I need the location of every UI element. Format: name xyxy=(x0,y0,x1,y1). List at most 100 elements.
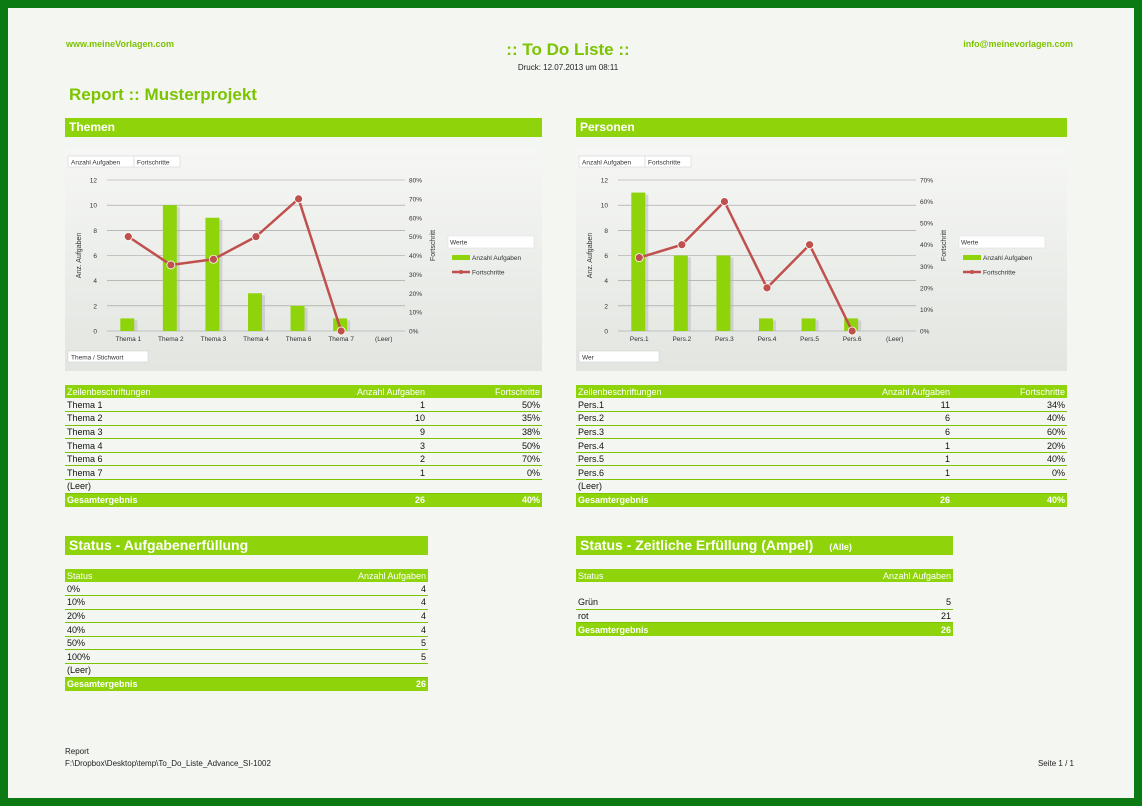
y-tick-label: 0 xyxy=(604,329,608,336)
progress-point xyxy=(251,232,261,242)
total-count: 26 xyxy=(767,622,953,637)
bar-shadow xyxy=(858,320,862,331)
row-count: 3 xyxy=(277,438,427,453)
table-row: Thema 3 9 38% xyxy=(65,425,542,440)
bar xyxy=(120,318,135,331)
row-count: 1 xyxy=(277,465,427,481)
y-tick-label: 10 xyxy=(90,203,98,210)
report-title: Report :: Musterprojekt xyxy=(69,85,257,104)
status-zeit-heading: Status - Zeitliche Erfüllung (Ampel) (All… xyxy=(576,536,953,555)
field-button-label: Fortschritte xyxy=(137,160,170,167)
row-count: 10 xyxy=(277,411,427,426)
table-row: Pers.6 1 0% xyxy=(576,465,1067,481)
row-label: Thema 2 xyxy=(65,411,277,426)
y2-tick-label: 70% xyxy=(920,178,933,185)
bar-shadow xyxy=(687,257,691,331)
total-label: Gesamtergebnis xyxy=(576,622,768,637)
legend-title: Werte xyxy=(450,240,468,247)
row-label: 100% xyxy=(65,649,250,665)
row-progress: 40% xyxy=(952,411,1067,426)
x-tick-label: Pers.4 xyxy=(758,336,777,343)
row-label: 10% xyxy=(65,595,250,610)
status-zeit-title: Status - Zeitliche Erfüllung (Ampel) xyxy=(580,537,814,553)
y2-tick-label: 10% xyxy=(409,310,422,317)
personen-chart: Anzahl Aufgaben Fortschritte Wer 0 2 4 6 8 10 12 0… xyxy=(578,155,1046,363)
row-count: 21 xyxy=(767,609,953,624)
x-tick-label: Pers.2 xyxy=(672,336,691,343)
row-label: 20% xyxy=(65,609,250,624)
y-tick-label: 2 xyxy=(93,303,97,310)
row-label: (Leer) xyxy=(65,479,277,494)
themen-heading: Themen xyxy=(65,118,542,137)
row-count: 11 xyxy=(802,398,952,413)
total-count: 26 xyxy=(277,493,427,507)
col-header-status: Status xyxy=(65,569,250,582)
axis-field-label: Thema / Stichwort xyxy=(71,355,124,362)
x-tick-label: Thema 6 xyxy=(286,336,312,343)
row-label: rot xyxy=(576,609,768,624)
col-header-count: Anzahl Aufgaben xyxy=(249,569,428,582)
row-label: (Leer) xyxy=(576,479,802,494)
y2-tick-label: 70% xyxy=(409,196,422,203)
row-progress: 50% xyxy=(427,438,542,453)
field-button xyxy=(644,155,692,168)
y-tick-label: 4 xyxy=(93,278,97,285)
col-header-count: Anzahl Aufgaben xyxy=(277,385,427,398)
bar-shadow xyxy=(262,295,265,331)
total-row: Gesamtergebnis 26 xyxy=(65,677,428,691)
bar-shadow xyxy=(134,320,138,331)
footer-label: Report xyxy=(65,747,90,756)
row-label: Thema 6 xyxy=(65,452,277,467)
website-link[interactable]: www.meineVorlagen.com xyxy=(66,39,175,49)
personen-chart-area: Anzahl Aufgaben Fortschritte Wer 0 2 4 6 8 10 12 0… xyxy=(576,148,1067,371)
row-label xyxy=(576,582,768,596)
table-row: 0% 4 xyxy=(65,582,428,597)
total-label: Gesamtergebnis xyxy=(65,677,250,691)
row-count: 5 xyxy=(767,595,953,610)
table-row xyxy=(576,582,953,596)
y2-tick-label: 80% xyxy=(409,178,422,185)
bar xyxy=(759,318,773,331)
legend-title-box xyxy=(958,235,1046,249)
email-link[interactable]: info@meinevorlagen.com xyxy=(963,39,1073,49)
x-tick-label: Thema 1 xyxy=(115,336,141,343)
x-tick-label: Thema 4 xyxy=(243,336,269,343)
bar-shadow xyxy=(730,257,734,331)
x-tick-label: Pers.3 xyxy=(715,336,734,343)
axis-field-button xyxy=(67,350,149,363)
table-row: Grün 5 xyxy=(576,595,953,610)
table-row: (Leer) xyxy=(65,479,542,494)
status-zeit-filter[interactable]: (Alle) xyxy=(829,542,852,552)
y-tick-label: 2 xyxy=(604,303,608,310)
row-label: (Leer) xyxy=(65,663,250,678)
total-row: Gesamtergebnis 26 40% xyxy=(65,493,542,507)
x-tick-label: Thema 7 xyxy=(328,336,354,343)
legend-item-label: Fortschritte xyxy=(472,270,505,277)
total-row: Gesamtergebnis 26 40% xyxy=(576,493,1067,507)
row-progress: 0% xyxy=(427,465,542,481)
axis-field-button xyxy=(578,350,660,363)
col-header-progress: Fortschritte xyxy=(952,385,1067,398)
total-count: 26 xyxy=(802,493,952,507)
row-count: 6 xyxy=(802,411,952,426)
table-row: (Leer) xyxy=(65,663,428,678)
total-label: Gesamtergebnis xyxy=(576,493,802,507)
total-row: Gesamtergebnis 26 xyxy=(576,622,953,637)
total-progress: 40% xyxy=(427,493,542,507)
row-count: 4 xyxy=(249,595,428,610)
personen-table: Zeilenbeschriftungen Anzahl Aufgaben For… xyxy=(576,385,1067,507)
progress-point xyxy=(762,283,772,293)
row-label: 40% xyxy=(65,622,250,637)
progress-point xyxy=(677,240,687,250)
row-progress xyxy=(427,479,542,494)
bar-shadow xyxy=(176,207,180,331)
legend-title-box xyxy=(447,235,535,249)
legend-line-marker xyxy=(459,270,463,274)
x-tick-label: Thema 3 xyxy=(201,336,227,343)
progress-point xyxy=(634,253,644,263)
row-progress: 60% xyxy=(952,425,1067,440)
row-label: 50% xyxy=(65,636,250,651)
row-count: 4 xyxy=(249,582,428,597)
y2-tick-label: 60% xyxy=(920,199,933,206)
field-button-label: Fortschritte xyxy=(648,160,681,167)
